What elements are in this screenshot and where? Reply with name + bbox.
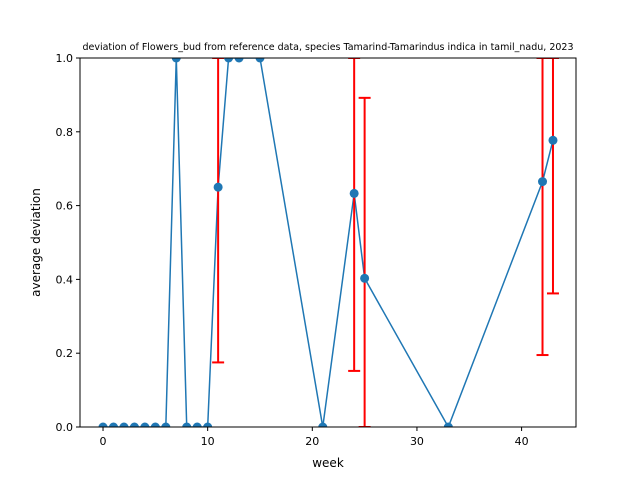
data-point <box>443 422 453 427</box>
data-point <box>360 273 370 283</box>
data-point <box>171 58 181 63</box>
data-point <box>140 422 150 427</box>
y-tick-label: 0.0 <box>56 421 74 434</box>
y-tick-label: 0.4 <box>56 273 74 286</box>
data-point <box>318 422 328 427</box>
data-point <box>119 422 129 427</box>
y-tick-label: 0.6 <box>56 200 74 213</box>
data-point <box>538 177 548 187</box>
data-point <box>192 422 202 427</box>
data-point <box>150 422 160 427</box>
y-axis: 0.0 0.2 0.4 0.6 0.8 1.0 <box>56 52 80 434</box>
data-point <box>255 58 265 63</box>
plot-content <box>98 58 559 427</box>
data-point <box>224 58 234 63</box>
data-point <box>548 135 558 145</box>
x-tick-label: 40 <box>515 435 529 448</box>
y-tick-label: 0.2 <box>56 347 74 360</box>
data-point <box>98 422 108 427</box>
x-axis: 0 10 20 30 40 <box>100 427 529 448</box>
data-point <box>108 422 118 427</box>
chart-title: deviation of Flowers_bud from reference … <box>82 42 573 53</box>
x-axis-label: week <box>312 456 344 470</box>
data-point <box>349 188 359 198</box>
data-point <box>161 422 171 427</box>
x-tick-label: 30 <box>410 435 424 448</box>
data-point <box>129 422 139 427</box>
data-point <box>213 182 223 192</box>
axes-frame <box>79 57 577 428</box>
x-tick-label: 10 <box>201 435 215 448</box>
y-tick-label: 1.0 <box>56 52 74 65</box>
y-axis-label: average deviation <box>29 188 43 297</box>
data-point <box>182 422 192 427</box>
plot-area <box>98 58 559 427</box>
y-tick-label: 0.8 <box>56 126 74 139</box>
x-tick-label: 0 <box>100 435 107 448</box>
x-tick-label: 20 <box>305 435 319 448</box>
data-point <box>203 422 213 427</box>
data-point <box>234 58 244 63</box>
series-line <box>103 58 554 427</box>
